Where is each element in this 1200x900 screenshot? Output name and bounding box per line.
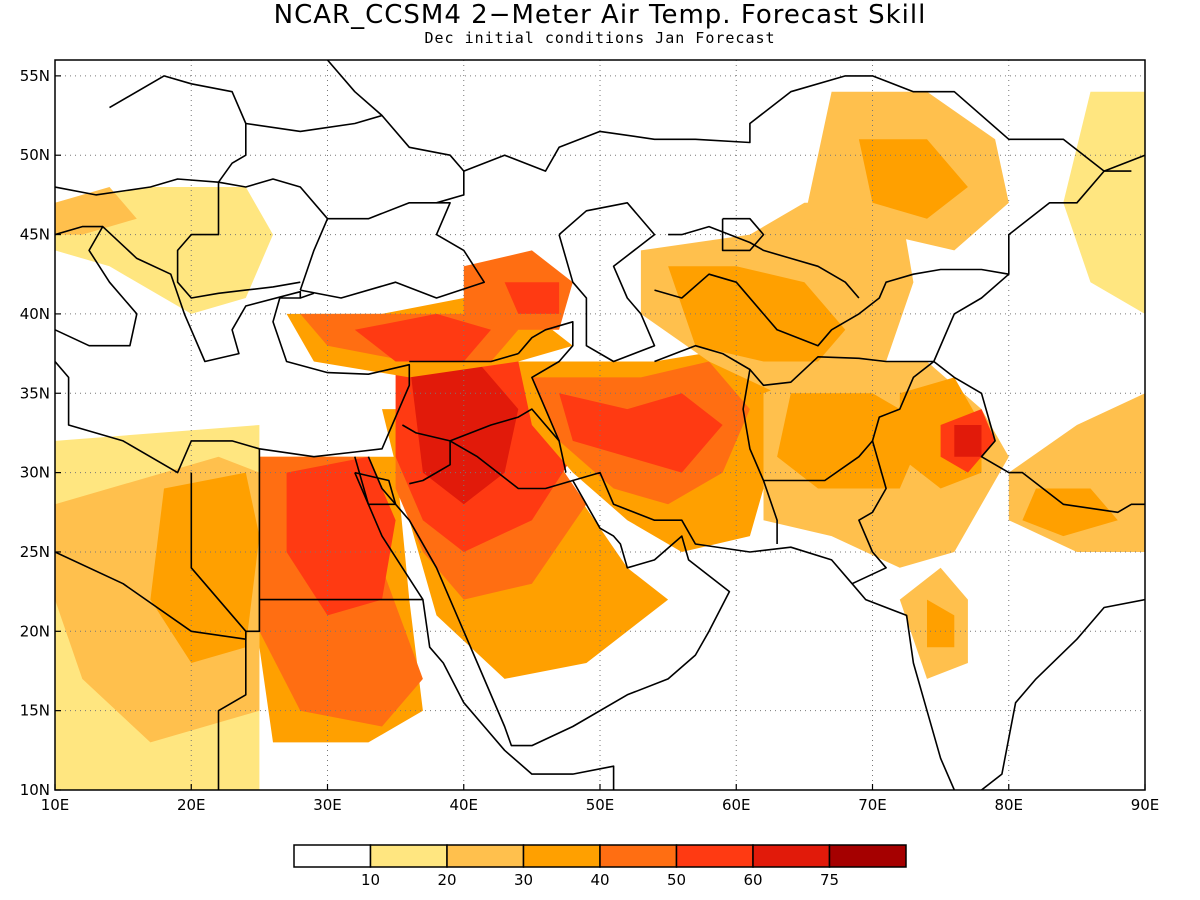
colorbar-label: 50: [667, 871, 686, 889]
axis-ticks: 10E 20E 30E 40E 50E 60E 70E 80E 90E 10N 15N 20N 25N 3…: [20, 67, 1160, 814]
lat-tick-label: 55N: [20, 67, 50, 85]
lat-tick-label: 20N: [20, 622, 50, 640]
geo-outline-17: [517, 320, 574, 442]
geo-outline-13: [55, 551, 246, 640]
geo-outline-2: [558, 202, 656, 363]
geo-outline-18: [449, 440, 574, 490]
lat-tick-label: 35N: [20, 384, 50, 402]
geo-outline-32: [463, 75, 1105, 172]
lon-tick-label: 30E: [313, 796, 342, 814]
geo-outline-7: [981, 598, 1145, 790]
skill-region-caucasus-core: [504, 282, 560, 314]
colorbar-swatch-0: [293, 844, 372, 868]
lat-tick-label: 15N: [20, 702, 50, 720]
colorbar-label: 75: [820, 871, 839, 889]
geo-outline-23: [933, 360, 1145, 514]
geo-outline-3: [721, 217, 765, 252]
geo-outline-14: [409, 352, 519, 363]
skill-region-iran-core: [559, 393, 723, 473]
lon-tick-label: 60E: [722, 796, 751, 814]
skill-region-afghan: [777, 393, 927, 489]
colorbar-swatch-3: [522, 844, 601, 868]
skill-region-punjab-core: [954, 425, 982, 457]
colorbar-label: 10: [361, 871, 380, 889]
lat-tick-label: 30N: [20, 464, 50, 482]
geo-outline-28: [176, 182, 301, 299]
colorbar-swatch-2: [446, 844, 525, 868]
geo-outline-30: [245, 114, 465, 204]
geo-outline-6: [354, 456, 615, 790]
chart-subtitle: Dec initial conditions Jan Forecast: [424, 29, 776, 47]
colorbar-swatch-1: [369, 844, 448, 868]
lat-tick-label: 25N: [20, 543, 50, 561]
colorbar-swatch-6: [752, 844, 831, 868]
lon-tick-label: 70E: [858, 796, 887, 814]
chart-title: NCAR_CCSM4 2−Meter Air Temp. Forecast Sk…: [273, 0, 927, 30]
skill-region-china-west: [1063, 91, 1145, 314]
geo-outline-5: [367, 456, 956, 790]
geo-outline-12: [190, 472, 247, 632]
lon-tick-label: 50E: [586, 796, 615, 814]
colorbar-label: 60: [743, 871, 762, 889]
lon-tick-label: 90E: [1131, 796, 1160, 814]
colorbar-swatch-7: [828, 844, 907, 868]
lon-tick-label: 80E: [994, 796, 1023, 814]
colorbar-label: 30: [514, 871, 533, 889]
coastlines-and-borders: [55, 60, 1145, 790]
skill-region-nepal-core: [1022, 488, 1118, 537]
geo-outline-0: [55, 225, 411, 474]
lon-tick-label: 10E: [41, 796, 70, 814]
geo-outline-33: [1103, 154, 1145, 172]
geo-outline-26: [668, 225, 860, 299]
lat-tick-label: 40N: [20, 305, 50, 323]
skill-region-turkmen-uzbek: [668, 266, 846, 362]
skill-region-india-west-core: [927, 599, 955, 648]
colorbar-label: 20: [437, 871, 456, 889]
lat-tick-label: 50N: [20, 146, 50, 164]
geo-outline-8: [55, 225, 103, 236]
geo-outline-15: [402, 424, 451, 485]
geo-outline-22: [851, 440, 887, 585]
geo-outline-20: [749, 355, 934, 387]
lon-tick-label: 20E: [177, 796, 206, 814]
geo-outline-25: [654, 268, 1009, 347]
lat-tick-label: 45N: [20, 226, 50, 244]
lon-tick-label: 40E: [449, 796, 478, 814]
geo-outline-24: [933, 170, 1132, 362]
colorbar-swatch-4: [599, 844, 678, 868]
colorbar-label: 40: [590, 871, 609, 889]
geo-outline-9: [300, 292, 315, 299]
skill-region-turkey-core: [354, 313, 491, 362]
colorbar: 10 20 30 40 50 60 75: [293, 844, 907, 889]
colorbar-swatch-5: [675, 844, 754, 868]
skill-region-egypt-core: [286, 456, 396, 616]
skill-region-alps: [55, 187, 137, 235]
geo-outline-19: [654, 344, 778, 544]
geo-outline-31: [326, 60, 383, 117]
skill-region-kazakh-core: [858, 139, 968, 219]
lat-tick-label: 10N: [20, 781, 50, 799]
